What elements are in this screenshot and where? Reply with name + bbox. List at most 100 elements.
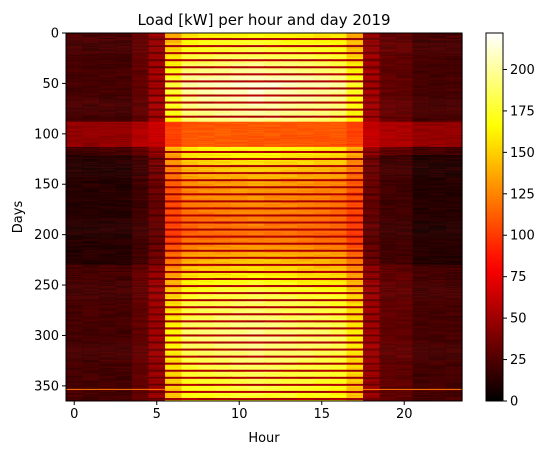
heatmap-cell [82, 143, 100, 146]
heatmap-cell [214, 63, 232, 65]
heatmap-cell [363, 226, 381, 228]
heatmap-cell [231, 162, 249, 164]
heatmap-cell [115, 123, 133, 126]
heatmap-cell [231, 202, 249, 204]
heatmap-cell [181, 107, 199, 109]
heatmap-cell [115, 49, 133, 51]
heatmap-cell [132, 38, 150, 40]
heatmap-cell [313, 111, 331, 113]
heatmap-cell [99, 203, 117, 205]
heatmap-cell [181, 138, 199, 141]
heatmap-cell [198, 89, 216, 91]
heatmap-cell [445, 126, 463, 129]
heatmap-cell [363, 67, 381, 69]
heatmap-cell [445, 79, 463, 81]
heatmap-cell [396, 88, 414, 90]
heatmap-cell [379, 111, 397, 113]
heatmap-cell [165, 53, 183, 55]
heatmap-cell [412, 77, 430, 79]
heatmap-cell [181, 181, 199, 183]
heatmap-cell [115, 224, 133, 226]
heatmap-cell [330, 216, 348, 218]
heatmap-cell [99, 211, 117, 213]
heatmap-cell [148, 173, 166, 175]
heatmap-cell [396, 220, 414, 222]
heatmap-cell [280, 74, 298, 76]
heatmap-cell [66, 93, 84, 95]
heatmap-cell [214, 179, 232, 181]
heatmap-cell [363, 38, 381, 40]
heatmap-cell [280, 64, 298, 66]
heatmap-cell [165, 191, 183, 193]
heatmap-cell [82, 167, 100, 169]
heatmap-cell [132, 83, 150, 85]
heatmap-cell [115, 91, 133, 93]
heatmap-cell [330, 73, 348, 75]
heatmap-cell [115, 213, 133, 215]
heatmap-cell [66, 35, 84, 37]
heatmap-cell [264, 94, 282, 96]
heatmap-cell [330, 173, 348, 175]
heatmap-cell [280, 197, 298, 199]
heatmap-cell [313, 167, 331, 169]
heatmap-cell [363, 34, 381, 36]
heatmap-cell [412, 197, 430, 199]
heatmap-cell [297, 93, 315, 95]
heatmap-cell [412, 101, 430, 103]
heatmap-cell [429, 137, 447, 140]
heatmap-cell [412, 69, 430, 71]
heatmap-cell [181, 165, 199, 167]
heatmap-cell [99, 119, 117, 122]
heatmap-cell [379, 174, 397, 176]
heatmap-cell [214, 161, 232, 163]
heatmap-cell [313, 121, 331, 124]
heatmap-cell [165, 87, 183, 89]
heatmap-cell [330, 91, 348, 93]
heatmap-cell [165, 90, 183, 92]
heatmap-cell [115, 45, 133, 47]
heatmap-cell [396, 95, 414, 97]
heatmap-cell [165, 103, 183, 105]
heatmap-cell [379, 91, 397, 93]
heatmap-cell [231, 205, 249, 207]
heatmap-cell [115, 115, 133, 117]
heatmap-cell [412, 190, 430, 192]
heatmap-cell [115, 214, 133, 216]
heatmap-cell [346, 112, 364, 114]
heatmap-cell [445, 84, 463, 86]
heatmap-cell [330, 182, 348, 184]
heatmap-cell [363, 121, 381, 124]
heatmap-cell [231, 82, 249, 84]
heatmap-cell [297, 58, 315, 60]
heatmap-cell [66, 112, 84, 114]
heatmap-cell [165, 149, 183, 152]
heatmap-cell [396, 168, 414, 170]
heatmap-cell [379, 168, 397, 170]
heatmap-cell [280, 226, 298, 228]
heatmap-cell [280, 56, 298, 58]
heatmap-cell [115, 46, 133, 48]
heatmap-cell [412, 100, 430, 102]
heatmap-cell [247, 147, 265, 150]
heatmap-cell [313, 106, 331, 108]
heatmap-cell [115, 190, 133, 192]
heatmap-cell [132, 160, 150, 162]
heatmap-cell [99, 154, 117, 157]
heatmap-cell [66, 184, 84, 186]
heatmap-cell [132, 52, 150, 54]
heatmap-cell [346, 71, 364, 73]
heatmap-cell [247, 81, 265, 83]
heatmap-cell [363, 162, 381, 164]
heatmap-cell [247, 115, 265, 117]
heatmap-cell [264, 203, 282, 205]
heatmap-cell [297, 222, 315, 224]
heatmap-cell [115, 102, 133, 104]
heatmap-cell [99, 51, 117, 53]
heatmap-cell [66, 100, 84, 102]
heatmap-cell [313, 189, 331, 191]
heatmap-cell [148, 64, 166, 66]
heatmap-cell [412, 149, 430, 152]
heatmap-cell [363, 43, 381, 45]
heatmap-cell [429, 75, 447, 77]
heatmap-cell [330, 94, 348, 96]
